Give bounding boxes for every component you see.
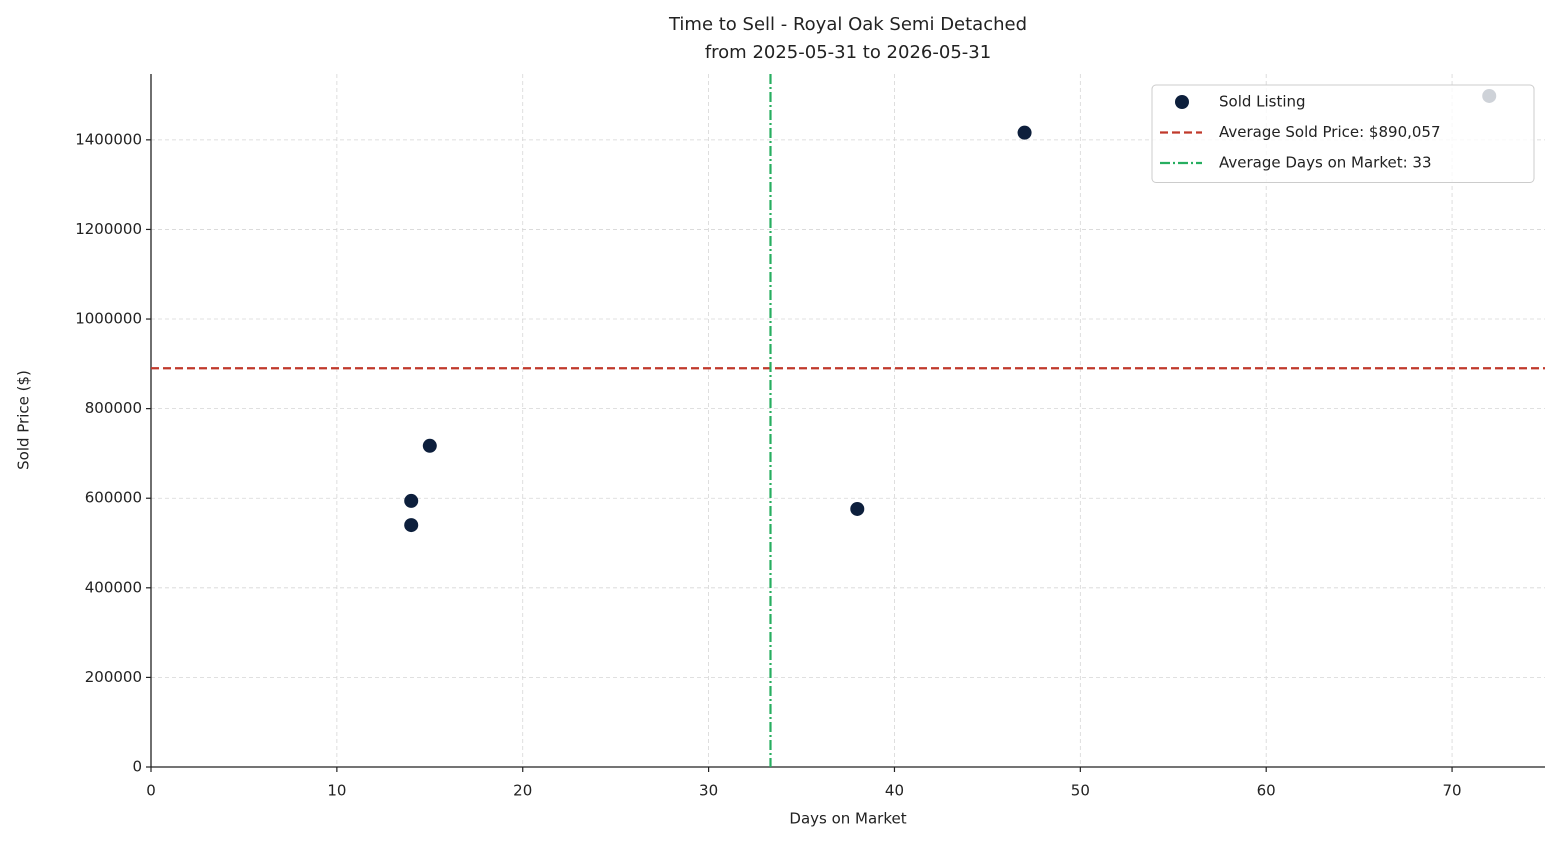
legend-label: Average Sold Price: $890,057 [1219,123,1441,141]
scatter-point [422,438,437,453]
scatter-point [404,518,419,533]
y-tick-label: 1000000 [75,310,142,328]
x-tick-label: 20 [513,782,532,800]
y-tick-label: 800000 [85,399,142,417]
legend-label: Sold Listing [1219,93,1306,111]
y-tick-label: 0 [132,758,142,776]
x-tick-label: 40 [885,782,904,800]
x-tick-label: 50 [1071,782,1090,800]
legend-label: Average Days on Market: 33 [1219,154,1432,172]
y-tick-label: 1200000 [75,220,142,238]
x-tick-label: 10 [327,782,346,800]
y-tick-label: 600000 [85,489,142,507]
x-tick-label: 30 [699,782,718,800]
x-tick-label: 0 [146,782,156,800]
legend-box [1151,84,1535,183]
x-axis-label: Days on Market [789,810,906,828]
x-tick-label: 60 [1257,782,1276,800]
scatter-point [1017,125,1032,140]
chart-title: Time to Sell - Royal Oak Semi Detached [668,14,1027,35]
y-axis-label: Sold Price ($) [15,370,33,470]
scatter-point [850,501,865,516]
y-tick-label: 200000 [85,668,142,686]
chart-subtitle: from 2025-05-31 to 2026-05-31 [705,42,991,63]
x-tick-label: 70 [1443,782,1462,800]
y-tick-label: 1400000 [75,130,142,148]
y-tick-label: 400000 [85,578,142,596]
legend-marker [1175,95,1189,109]
scatter-point [404,493,419,508]
